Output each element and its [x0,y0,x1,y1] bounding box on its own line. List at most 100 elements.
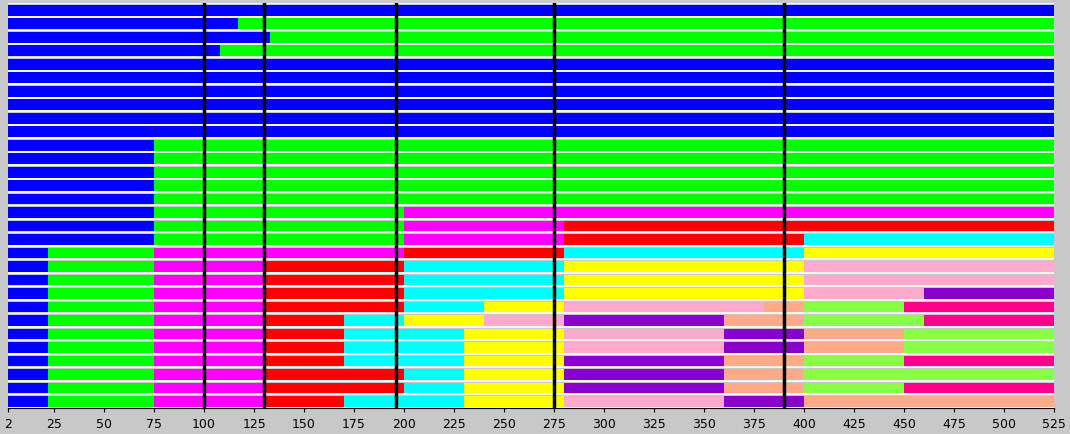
Bar [154,383,264,394]
Bar [48,262,154,273]
Bar [564,302,764,313]
Bar [154,342,264,353]
Bar [9,154,154,165]
Bar [804,396,1054,407]
Bar [464,369,564,380]
Bar [264,396,345,407]
Bar [9,194,154,205]
Bar [404,275,564,286]
Bar [270,33,1054,44]
Bar [264,369,404,380]
Bar [264,289,404,299]
Bar [804,302,904,313]
Bar [923,289,1054,299]
Bar [804,248,1054,259]
Bar [9,342,48,353]
Bar [724,356,804,367]
Bar [9,20,238,30]
Bar [264,275,404,286]
Bar [404,262,564,273]
Bar [9,302,48,313]
Bar [48,342,154,353]
Bar [764,302,804,313]
Bar [804,316,923,326]
Bar [804,235,1054,246]
Bar [564,248,804,259]
Bar [404,369,464,380]
Bar [238,20,1054,30]
Bar [48,396,154,407]
Bar [9,6,1054,17]
Bar [154,221,404,232]
Bar [9,181,154,192]
Bar [345,342,464,353]
Bar [264,356,345,367]
Bar [564,383,724,394]
Bar [9,100,1054,111]
Bar [9,141,154,151]
Bar [724,383,804,394]
Bar [564,262,804,273]
Bar [404,235,564,246]
Bar [724,396,804,407]
Bar [404,221,564,232]
Bar [404,316,484,326]
Bar [9,275,48,286]
Bar [464,329,564,340]
Bar [9,73,1054,84]
Bar [9,329,48,340]
Bar [154,181,1054,192]
Bar [154,154,1054,165]
Bar [154,329,264,340]
Bar [9,289,48,299]
Bar [154,168,1054,178]
Bar [48,275,154,286]
Bar [9,60,1054,71]
Bar [220,46,1054,57]
Bar [264,342,345,353]
Bar [904,302,1054,313]
Bar [564,342,724,353]
Bar [9,235,154,246]
Bar [804,342,904,353]
Bar [264,262,404,273]
Bar [724,369,804,380]
Bar [904,356,1054,367]
Bar [564,369,724,380]
Bar [564,396,724,407]
Bar [724,329,804,340]
Bar [154,356,264,367]
Bar [804,275,1054,286]
Bar [564,329,724,340]
Bar [9,396,48,407]
Bar [9,356,48,367]
Bar [404,208,1054,219]
Bar [48,316,154,326]
Bar [9,114,1054,125]
Bar [154,194,1054,205]
Bar [404,248,564,259]
Bar [154,316,264,326]
Bar [154,248,404,259]
Bar [404,383,464,394]
Bar [804,262,1054,273]
Bar [154,396,264,407]
Bar [464,383,564,394]
Bar [9,316,48,326]
Bar [804,369,1054,380]
Bar [804,356,904,367]
Bar [345,316,404,326]
Bar [154,275,264,286]
Bar [154,262,264,273]
Bar [9,46,220,57]
Bar [564,221,1054,232]
Bar [564,275,804,286]
Bar [564,235,804,246]
Bar [9,248,48,259]
Bar [345,329,464,340]
Bar [9,369,48,380]
Bar [464,356,564,367]
Bar [154,369,264,380]
Bar [48,329,154,340]
Bar [9,33,270,44]
